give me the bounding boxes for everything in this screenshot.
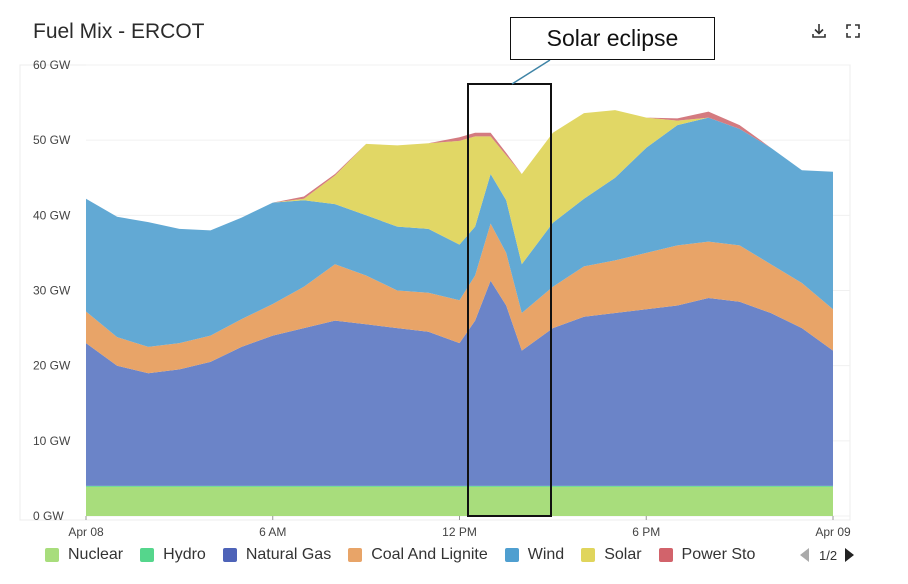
legend-label: Wind — [527, 546, 565, 563]
legend-swatch — [45, 548, 59, 562]
chart-title: Fuel Mix - ERCOT — [33, 20, 205, 43]
legend-item-coal[interactable]: Coal And Lignite — [348, 546, 488, 564]
legend-item-wind[interactable]: Wind — [504, 546, 565, 564]
legend-swatch — [581, 548, 596, 562]
legend-swatch — [222, 548, 237, 562]
eclipse-callout: Solar eclipse — [510, 17, 715, 60]
area-natural-gas[interactable] — [86, 280, 833, 486]
legend-next-icon[interactable] — [845, 548, 855, 562]
y-tick-label: 40 GW — [33, 208, 71, 222]
x-tick-label: Apr 09 — [815, 525, 851, 539]
legend-label: Hydro — [163, 546, 206, 563]
y-tick-label: 60 GW — [33, 58, 71, 72]
x-tick-label: 12 PM — [442, 525, 477, 539]
legend-label: Power Storag — [681, 546, 755, 563]
legend-item-power-storage[interactable]: Power Storag — [658, 546, 755, 564]
legend-prev-icon[interactable] — [800, 548, 809, 562]
legend: Nuclear Hydro Natural Gas Coal And Ligni… — [45, 544, 755, 566]
legend-item-hydro[interactable]: Hydro — [140, 546, 206, 564]
y-tick-label: 20 GW — [33, 359, 71, 373]
eclipse-highlight-box — [467, 83, 552, 517]
area-nuclear[interactable] — [86, 486, 833, 516]
area-coal-and-lignite[interactable] — [86, 223, 833, 374]
x-axis-ticks: Apr 08 6 AM 12 PM 6 PM Apr 09 — [68, 516, 851, 539]
legend-pager: 1/2 — [800, 544, 855, 566]
legend-item-natural-gas[interactable]: Natural Gas — [222, 546, 332, 564]
y-tick-label: 50 GW — [33, 133, 71, 147]
stacked-areas — [86, 110, 833, 516]
fullscreen-icon[interactable] — [842, 20, 864, 42]
x-tick-label: 6 PM — [632, 525, 660, 539]
legend-swatch — [504, 548, 519, 562]
area-solar[interactable] — [86, 110, 833, 265]
legend-swatch — [348, 548, 363, 562]
legend-swatch — [140, 548, 155, 562]
legend-label: Nuclear — [68, 546, 124, 563]
y-axis-ticks: 0 GW 10 GW 20 GW 30 GW 40 GW 50 GW 60 GW — [33, 58, 71, 523]
callout-pointer — [511, 59, 551, 85]
y-tick-label: 30 GW — [33, 284, 71, 298]
download-icon[interactable] — [808, 20, 830, 42]
area-wind[interactable] — [86, 117, 833, 347]
legend-item-solar[interactable]: Solar — [581, 546, 642, 564]
x-tick-label: 6 AM — [259, 525, 286, 539]
y-tick-label: 0 GW — [33, 509, 64, 523]
legend-swatch — [658, 548, 673, 562]
legend-page-indicator: 1/2 — [819, 547, 838, 563]
legend-item-nuclear[interactable]: Nuclear — [45, 546, 123, 564]
legend-label: Natural Gas — [245, 546, 332, 563]
legend-label: Solar — [604, 546, 642, 563]
area-hydro[interactable] — [86, 485, 833, 487]
download-icon-glyph — [812, 24, 826, 38]
x-tick-label: Apr 08 — [68, 525, 104, 539]
y-tick-label: 10 GW — [33, 434, 71, 448]
legend-label: Coal And Lignite — [371, 546, 488, 563]
fullscreen-icon-glyph — [846, 24, 860, 38]
